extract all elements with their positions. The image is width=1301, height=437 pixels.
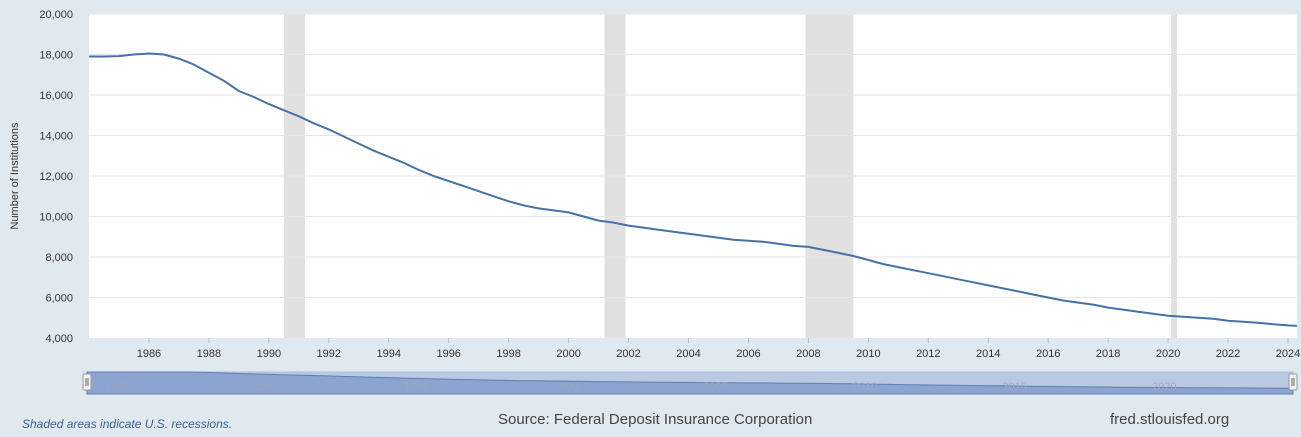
y-tick-label: 14,000 — [39, 131, 73, 143]
range-navigator[interactable]: 1985 1990 1995 2000 2005 2010 2015 2020 — [82, 371, 1298, 395]
series-line-0 — [89, 52, 1298, 327]
y-tick-label: 8,000 — [45, 252, 73, 264]
navigator-label: 2000 — [554, 381, 578, 393]
x-tick-label: 2002 — [616, 348, 640, 360]
y-axis-label: Number of Institutions — [9, 122, 21, 229]
x-tick-label: 2018 — [1096, 348, 1120, 360]
y-tick-label: 12,000 — [39, 171, 73, 183]
y-tick-label: 16,000 — [39, 90, 73, 102]
x-tick-label: 2024 — [1276, 348, 1300, 360]
recession-note: Shaded areas indicate U.S. recessions. — [22, 417, 233, 431]
y-tick-label: 4,000 — [45, 333, 73, 345]
x-tick-label: 2006 — [736, 348, 760, 360]
navigator-label: 2010 — [853, 381, 877, 393]
x-tick-label: 2022 — [1216, 348, 1240, 360]
x-tick-label: 1990 — [257, 348, 281, 360]
navigator-label: 2015 — [1002, 381, 1026, 393]
x-tick-label: 1986 — [137, 348, 161, 360]
x-tick-label: 2016 — [1036, 348, 1060, 360]
x-tick-label: 1988 — [197, 348, 221, 360]
x-tick-label: 1994 — [377, 348, 401, 360]
x-tick-label: 2020 — [1156, 348, 1180, 360]
y-tick-label: 18,000 — [39, 50, 73, 62]
navigator-label: 2020 — [1152, 381, 1176, 393]
x-tick-label: 1992 — [317, 348, 341, 360]
navigator-label: 1995 — [404, 381, 428, 393]
navigator-label: 2005 — [703, 381, 727, 393]
x-tick-label: 2000 — [556, 348, 580, 360]
gridlines — [89, 13, 1297, 298]
navigator-right-handle[interactable] — [1288, 373, 1298, 391]
x-tick-label: 2014 — [976, 348, 1000, 360]
x-tick-label: 2008 — [796, 348, 820, 360]
x-tick-label: 2004 — [676, 348, 700, 360]
source-text: Source: Federal Deposit Insurance Corpor… — [498, 411, 813, 428]
y-tick-label: 10,000 — [39, 212, 73, 224]
navigator-series-area — [86, 371, 1294, 395]
site-link[interactable]: fred.stlouisfed.org — [1110, 411, 1230, 428]
y-tick-label: 6,000 — [45, 293, 73, 305]
navigator-label: 1990 — [254, 381, 278, 393]
x-tick-label: 2012 — [916, 348, 940, 360]
y-tick-label: 20,000 — [39, 9, 73, 21]
x-tick-label: 2010 — [856, 348, 880, 360]
x-tick-label: 1996 — [436, 348, 460, 360]
series-group — [89, 52, 1298, 327]
x-tick-label: 1998 — [496, 348, 520, 360]
x-axis-ticks: 1986 1988 1990 1992 1994 1996 1998 2000 2002 2004… — [137, 338, 1300, 360]
navigator-left-handle[interactable] — [82, 373, 92, 391]
y-axis-ticks: 4,000 6,000 8,000 10,000 12,000 14,000 16,000 1… — [39, 9, 73, 345]
navigator-label: 1985 — [105, 381, 129, 393]
